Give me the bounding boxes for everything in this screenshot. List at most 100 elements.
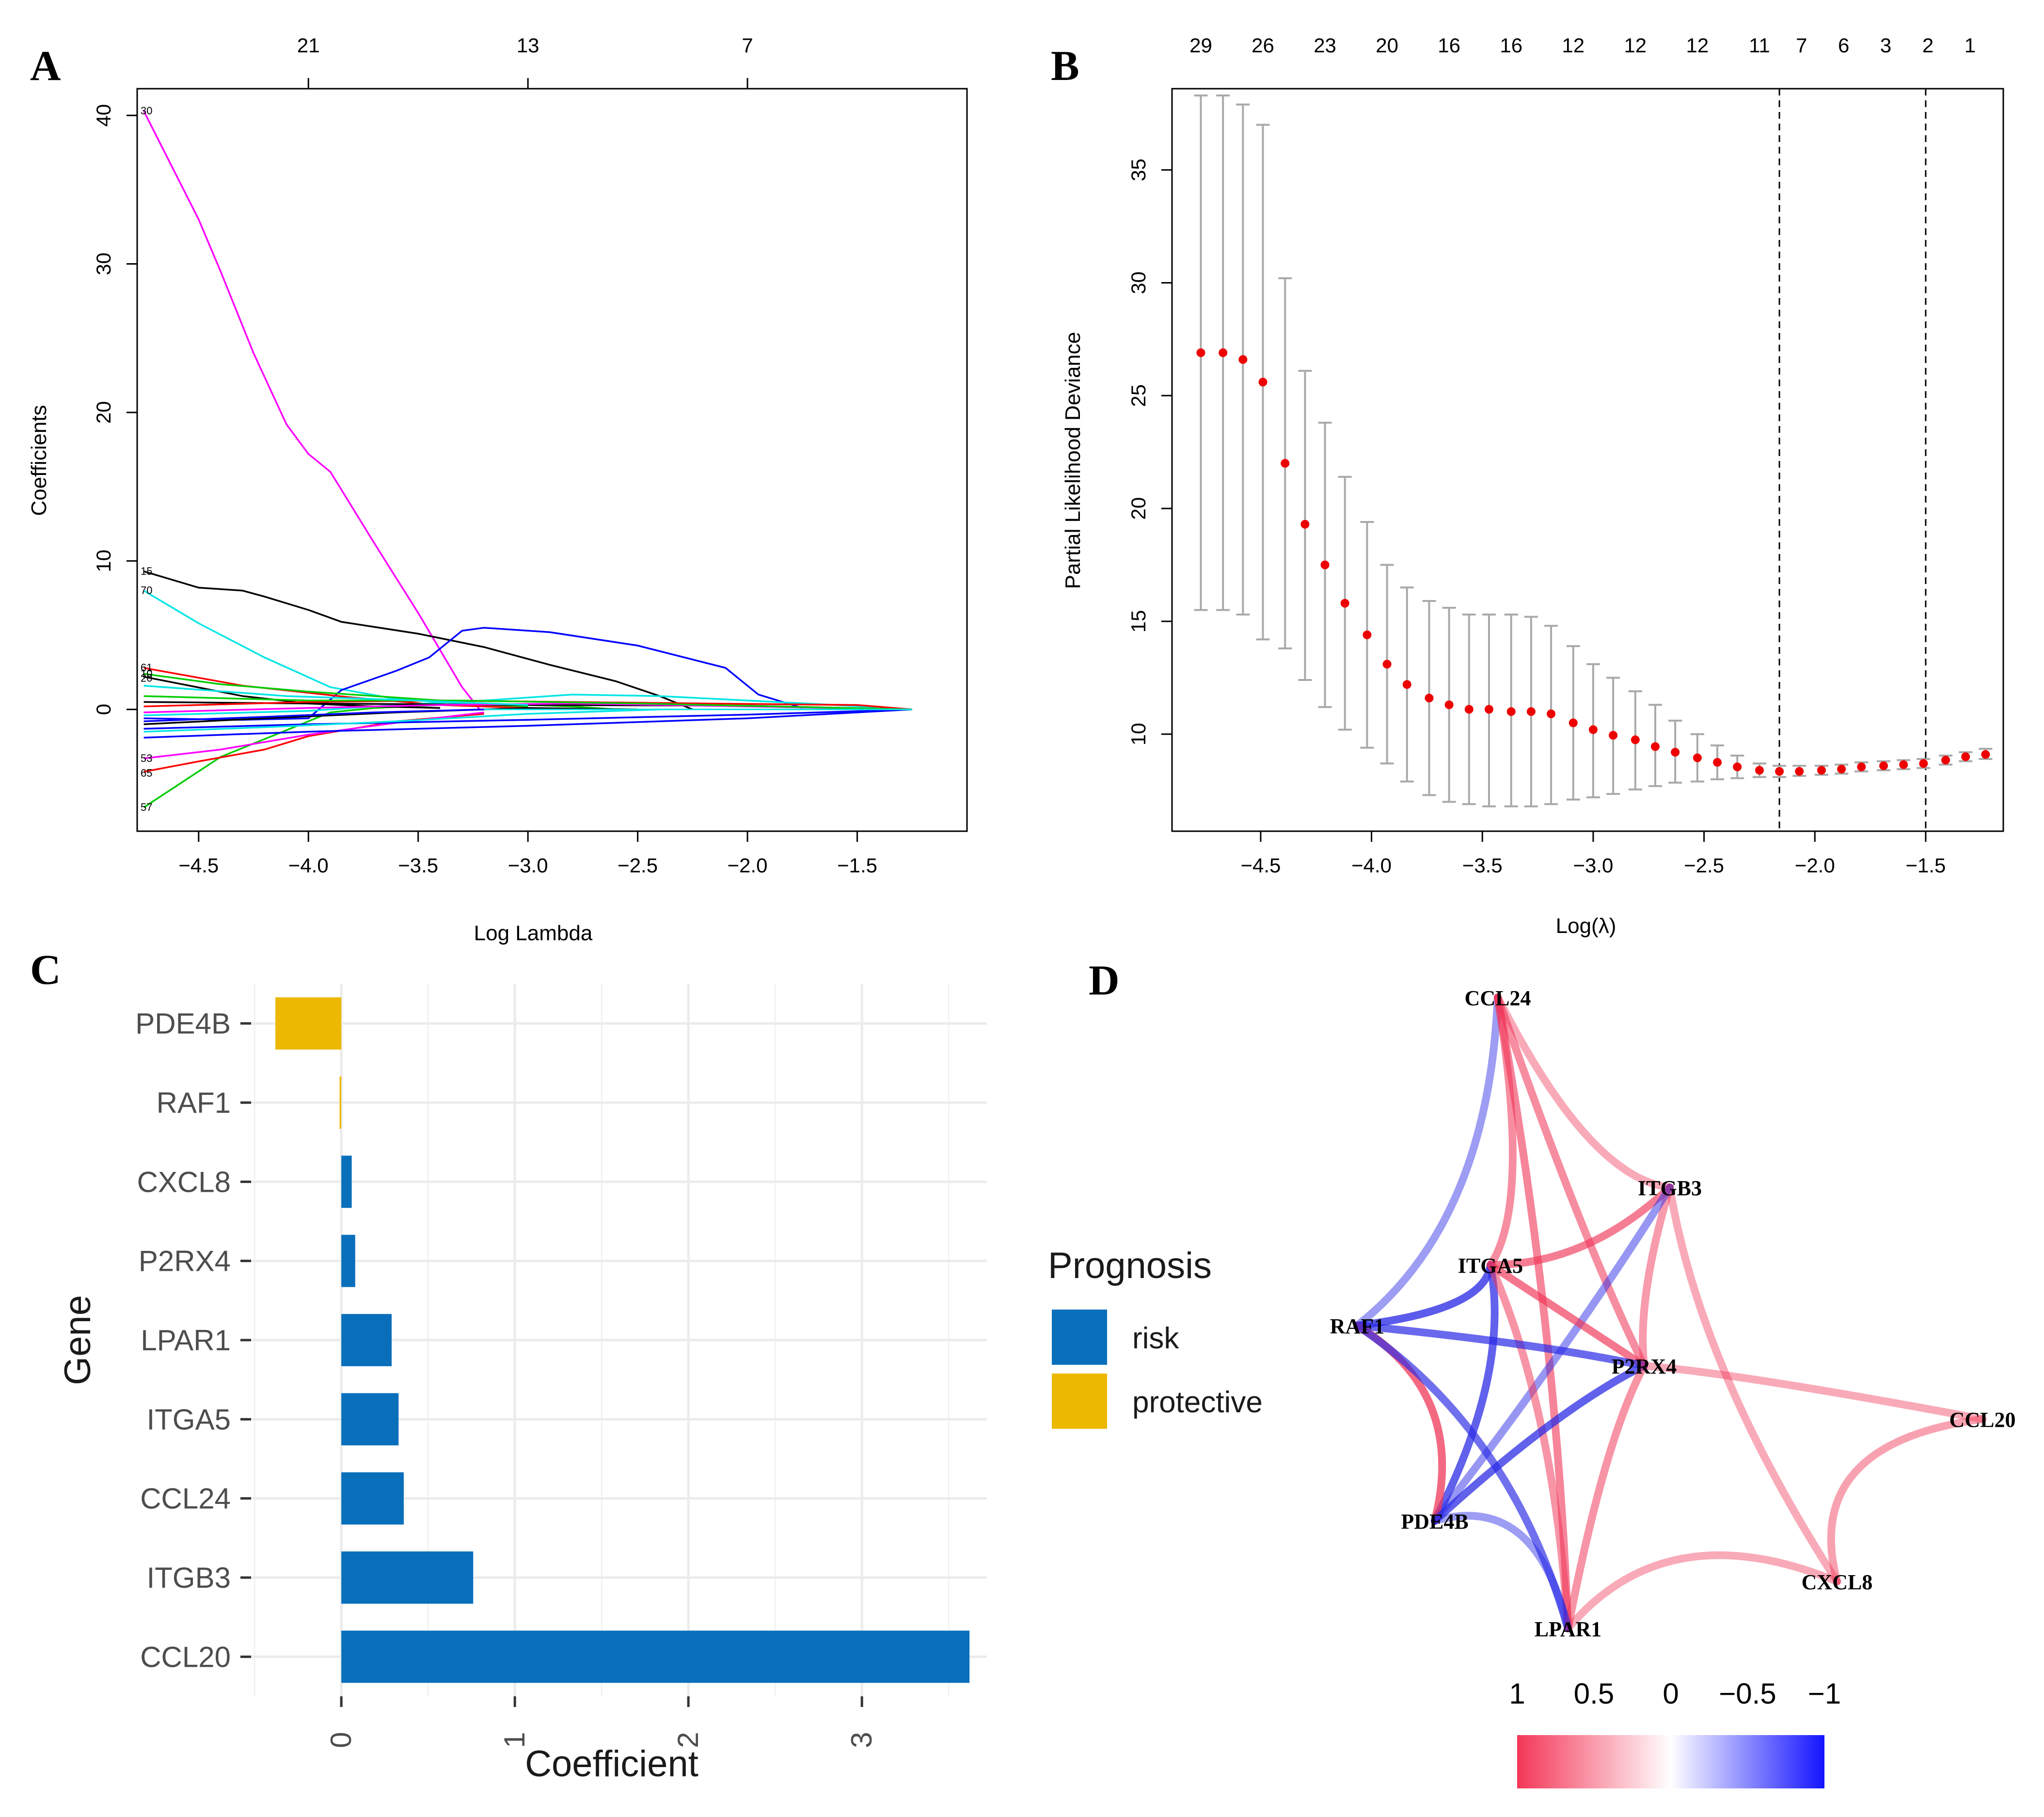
b-top-tick-label: 23: [1314, 34, 1336, 57]
deviance-point: [1238, 355, 1248, 364]
deviance-point: [1506, 707, 1516, 716]
node-itga5: ITGA5: [1458, 1254, 1523, 1278]
coefficient-line-blue3: [143, 709, 912, 739]
a-y-tick-label: 20: [92, 401, 115, 424]
deviance-point: [1981, 750, 1990, 759]
b-top-tick-label: 2: [1922, 34, 1933, 57]
panel-c-x-axis-label: Coefficient: [525, 1743, 698, 1785]
panel-a-x-axis: −4.5 −4.0 −3.5 −3.0 −2.5 −2.0 −1.5: [178, 830, 877, 877]
panel-b-deviance-points: [1196, 348, 1990, 776]
edge-p2rx4-lpar1: [1564, 1362, 1648, 1632]
coefficient-line-blue2: [143, 709, 912, 730]
bar-lpar1: [341, 1314, 392, 1366]
panel-a-y-axis-label: Coefficients: [27, 405, 51, 516]
b-top-tick-label: 11: [1749, 34, 1770, 57]
bar-itgb3: [341, 1551, 474, 1604]
edge-itga5-raf1: [1353, 1261, 1494, 1329]
deviance-point: [1837, 764, 1846, 774]
panel-b-plot-frame: [1171, 88, 2004, 832]
deviance-point: [1693, 753, 1702, 762]
node-pde4b: PDE4B: [1401, 1510, 1468, 1533]
deviance-point: [1363, 630, 1372, 639]
node-lpar1: LPAR1: [1535, 1617, 1602, 1641]
b-top-tick-label: 26: [1252, 34, 1274, 57]
panel-b-top-axis: 29 26 23 20 16 16 12 12 12 11 7 6 3 2 1: [1189, 34, 1976, 57]
node-p2rx4: P2RX4: [1612, 1355, 1677, 1378]
panel-a-coefficient-lines: [143, 111, 912, 808]
bar-itga5: [341, 1393, 399, 1446]
a-x-tick-label: −2.5: [618, 854, 658, 877]
panel-c-y-axis: PDE4B RAF1 CXCL8 P2RX4 LPAR1 ITGA5 CCL24 ITGB3 C…: [135, 1008, 251, 1673]
b-top-tick-label: 7: [1796, 34, 1807, 57]
deviance-point: [1899, 760, 1908, 769]
b-x-tick-label: −4.5: [1240, 854, 1281, 877]
line-label-30: 30: [141, 105, 152, 117]
bar-cxcl8: [341, 1155, 352, 1208]
a-y-tick-label: 0: [92, 704, 115, 715]
a-y-tick-label: 10: [92, 550, 115, 572]
colorbar-tick-label: 1: [1509, 1677, 1525, 1710]
a-top-tick-label: 21: [297, 34, 320, 57]
edge-itga5-p2rx4: [1487, 1261, 1648, 1370]
deviance-point: [1526, 707, 1536, 716]
c-x-tick-label: 3: [845, 1732, 878, 1748]
panel-c-legend: Prognosis risk protective: [1048, 1245, 1263, 1429]
deviance-point: [1300, 520, 1310, 529]
node-ccl24: CCL24: [1465, 986, 1531, 1010]
panel-d-colorbar: 1 0.5 0 −0.5 −1: [1509, 1677, 1841, 1788]
legend-risk-swatch: [1052, 1310, 1107, 1365]
panel-a-top-axis: 21 13 7: [297, 34, 753, 90]
b-y-tick-label: 35: [1127, 158, 1150, 181]
edge-ccl24-p2rx4: [1494, 994, 1648, 1370]
edge-itgb3-cxcl8: [1666, 1184, 1841, 1585]
line-label-20: 20: [141, 672, 152, 684]
bar-p2rx4: [341, 1234, 355, 1287]
deviance-point: [1340, 599, 1349, 608]
panel-a-letter: A: [30, 43, 61, 90]
edge-ccl20-cxcl8: [1827, 1415, 1986, 1585]
b-x-tick-label: −3.5: [1462, 854, 1503, 877]
bar-ccl20: [341, 1630, 970, 1683]
gene-label-cxcl8: CXCL8: [137, 1166, 231, 1198]
bar-raf1: [339, 1076, 342, 1129]
panel-c-x-axis: 0 1 2 3: [325, 1696, 878, 1748]
edge-raf1-lpar1: [1353, 1322, 1572, 1632]
panel-b-cross-validation: B −4.5 −4.0 −3.5 −3.0 −2.5 −2.0 −1.5 10 15 20 25 3…: [1051, 34, 2004, 938]
line-label-53: 53: [141, 752, 152, 764]
b-top-tick-label: 16: [1500, 34, 1522, 57]
edge-itga5-pde4b: [1431, 1261, 1499, 1525]
gene-label-itga5: ITGA5: [147, 1403, 231, 1436]
b-y-tick-label: 20: [1127, 497, 1150, 520]
b-y-tick-label: 25: [1127, 384, 1150, 407]
b-x-tick-label: −1.5: [1905, 854, 1946, 877]
gene-label-lpar1: LPAR1: [141, 1324, 231, 1357]
deviance-point: [1879, 761, 1888, 770]
edge-itgb3-itga5: [1487, 1184, 1674, 1269]
deviance-point: [1671, 748, 1680, 757]
a-x-tick-label: −2.0: [728, 854, 768, 877]
panel-c-bars: [275, 997, 970, 1683]
node-cxcl8: CXCL8: [1802, 1570, 1873, 1594]
deviance-point: [1588, 725, 1598, 734]
legend-risk-label: risk: [1132, 1322, 1179, 1355]
deviance-point: [1258, 378, 1268, 387]
coefficient-line-70: [143, 590, 507, 708]
deviance-point: [1755, 766, 1764, 775]
b-top-tick-label: 12: [1686, 34, 1709, 57]
c-x-tick-label: 1: [498, 1732, 531, 1748]
a-x-tick-label: −3.0: [508, 854, 548, 877]
deviance-point: [1484, 705, 1493, 714]
panel-c-gridlines: [251, 984, 987, 1696]
gene-label-ccl24: CCL24: [140, 1483, 231, 1515]
deviance-point: [1795, 767, 1804, 776]
b-y-tick-label: 15: [1127, 610, 1150, 633]
a-top-tick-label: 13: [517, 34, 539, 57]
deviance-point: [1650, 742, 1660, 751]
panel-b-y-axis-label: Partial Likelihood Deviance: [1061, 332, 1085, 589]
deviance-point: [1444, 700, 1454, 710]
b-top-tick-label: 12: [1624, 34, 1647, 57]
coefficient-line-15: [143, 570, 693, 711]
panel-a-x-axis-label: Log Lambda: [474, 921, 593, 945]
edge-cxcl8-lpar1: [1564, 1551, 1841, 1632]
deviance-point: [1713, 758, 1722, 767]
